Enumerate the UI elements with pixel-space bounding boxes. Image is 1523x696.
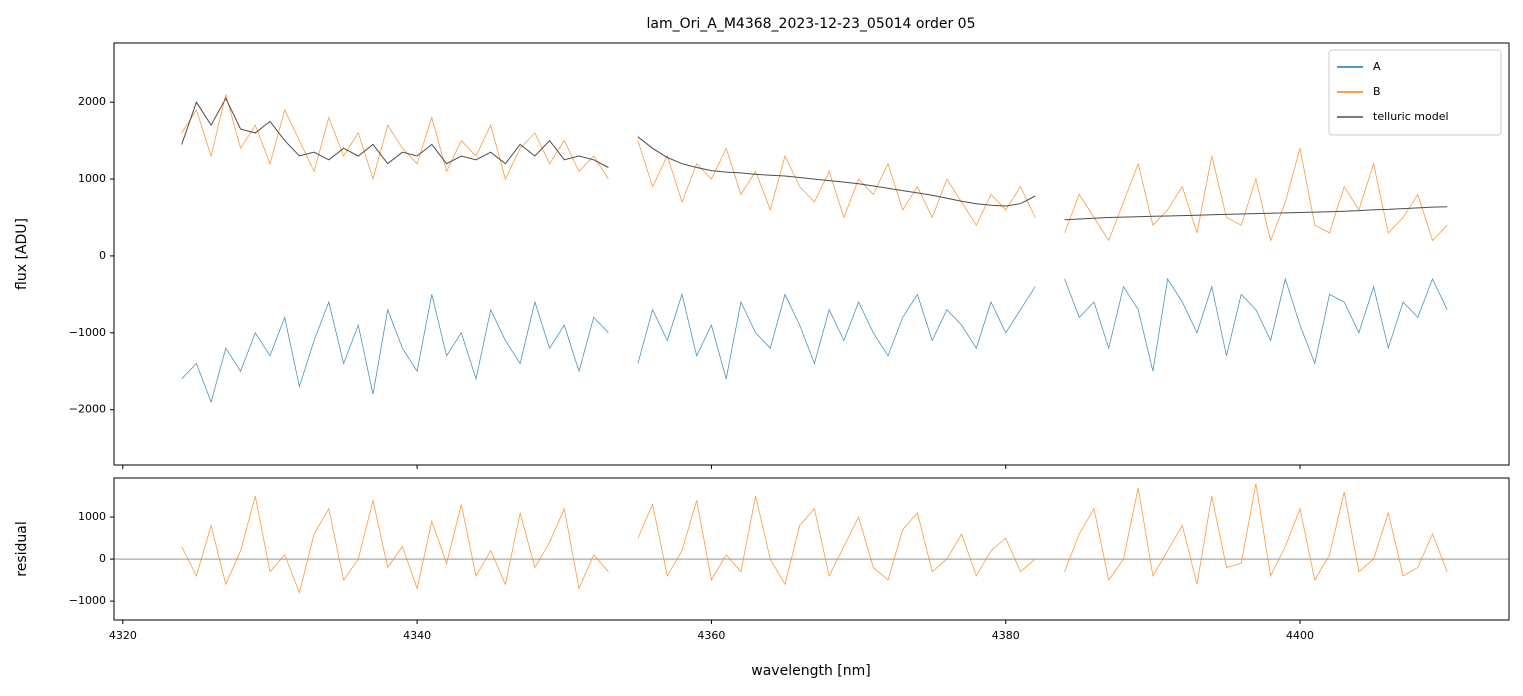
y-axis-label: residual [14,521,30,576]
plot-area [181,94,1448,404]
chart-title: lam_Ori_A_M4368_2023-12-23_05014 order 0… [647,16,976,32]
y-tick-label: 1000 [78,510,106,523]
x-tick-label: 4320 [109,629,137,642]
x-axis-label: wavelength [nm] [751,663,870,679]
y-tick-label: 0 [99,552,106,565]
x-tick-label: 4340 [403,629,431,642]
legend-label: B [1373,85,1381,98]
legend-label: A [1373,60,1381,73]
plot-area [114,483,1509,595]
y-tick-label: −2000 [69,403,106,416]
legend-label: telluric model [1373,110,1449,123]
axes-frame [113,477,1510,621]
y-axis-label: flux [ADU] [14,218,30,290]
axes-frame [113,42,1510,466]
x-tick-label: 4400 [1286,629,1314,642]
series-line [181,277,1448,404]
series-line [181,97,1448,221]
y-tick-label: 1000 [78,172,106,185]
legend-box [1328,49,1502,136]
x-tick-label: 4360 [697,629,725,642]
y-tick-label: −1000 [69,326,106,339]
x-tick-label: 4380 [992,629,1020,642]
series-line [181,483,1448,595]
y-tick-label: −1000 [69,594,106,607]
y-tick-label: 0 [99,249,106,262]
y-tick-label: 2000 [78,95,106,108]
